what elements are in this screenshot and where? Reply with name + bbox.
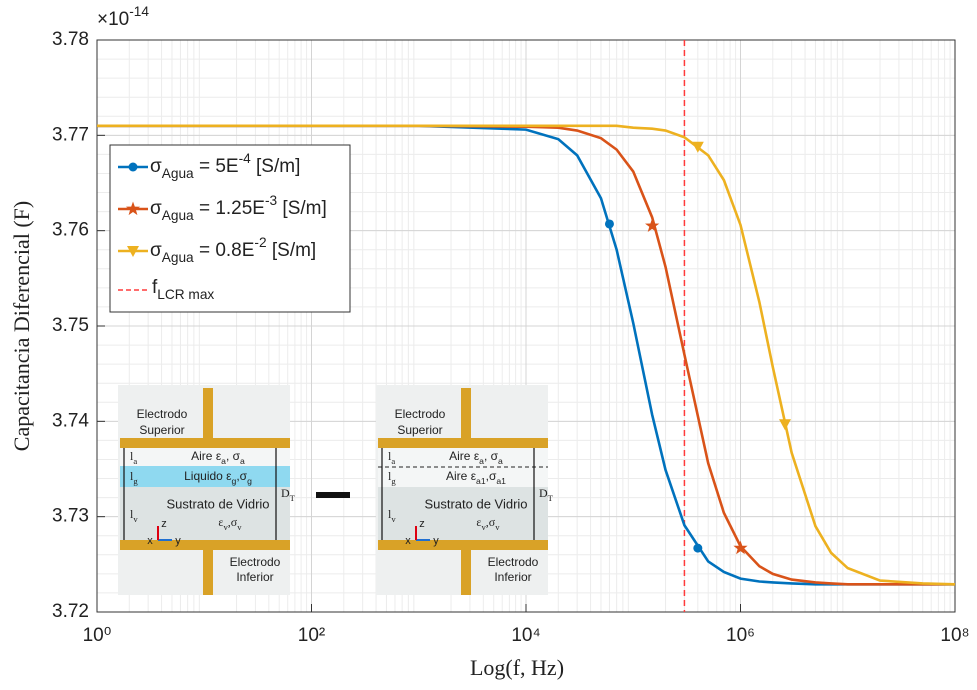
inset-label: Inferior: [236, 570, 273, 584]
marker: [691, 141, 704, 153]
substrate-layer: [120, 487, 290, 540]
legend: σAgua = 5E-4 [S/m]σAgua = 1.25E-3 [S/m]σ…: [109, 144, 351, 313]
inset-label: la: [388, 449, 395, 466]
y-axis-label: Capacitancia Diferencial (F): [9, 201, 34, 451]
x-tick-label: 10²: [298, 625, 325, 646]
axes-frame: [96, 39, 956, 613]
legend-box: [109, 144, 351, 313]
inset-label: Electrodo: [137, 407, 188, 421]
inset-label: y: [433, 535, 439, 547]
minus-sign: [316, 492, 350, 498]
inset-label: x: [405, 535, 411, 547]
marker: [645, 218, 660, 232]
inset-label: Aire εa, σa: [449, 449, 503, 466]
x-tick-label: 10⁶: [726, 625, 755, 646]
electrode: [120, 438, 290, 448]
inset-label: Sustrato de Vidrio: [166, 496, 269, 511]
x-axis-label: Log(f, Hz): [470, 655, 564, 680]
electrode: [120, 540, 290, 550]
series-line: [97, 124, 956, 586]
y-tick-label: 3.78: [52, 29, 89, 50]
inset-label: y: [175, 535, 181, 547]
inset-diagram: Electrodo Superior Aire εa, σa Aire εa1,σa1…: [376, 385, 554, 595]
electrode: [378, 438, 548, 448]
y-tick-label: 3.73: [52, 506, 89, 527]
inset-label: Inferior: [494, 570, 531, 584]
x-tick-label: 10⁰: [83, 625, 112, 646]
liquid-layer: [120, 466, 290, 487]
x-tick-label: 10⁸: [940, 625, 969, 646]
inset-label: Sustrato de Vidrio: [424, 496, 527, 511]
marker: [127, 246, 139, 257]
air-layer: [378, 466, 548, 487]
inset-label: Electrodo: [488, 555, 539, 569]
inset-label: la: [130, 449, 137, 466]
inset-label: lv: [130, 507, 138, 524]
inset-label: lv: [388, 507, 396, 524]
inset-label: lg: [130, 469, 138, 486]
inset-label: Electrodo: [230, 555, 281, 569]
inset-label: z: [419, 518, 425, 530]
marker: [125, 201, 141, 216]
inset-label: Superior: [397, 423, 442, 437]
y-tick-label: 3.77: [52, 124, 89, 145]
inset-label: Superior: [139, 423, 184, 437]
substrate-layer: [378, 487, 548, 540]
electrode: [378, 540, 548, 550]
inset-label: lg: [388, 469, 396, 486]
marker: [128, 162, 138, 172]
inset-label: Electrodo: [395, 407, 446, 421]
inset-label: z: [161, 518, 167, 530]
marker: [604, 219, 614, 229]
y-tick-label: 3.75: [52, 315, 89, 336]
x-tick-label: 10⁴: [511, 625, 540, 646]
y-tick-label: 3.76: [52, 220, 89, 241]
inset-label: Aire εa1,σa1: [446, 469, 506, 486]
marker: [733, 540, 748, 555]
air-layer: [120, 448, 290, 466]
inset-label: Aire εa, σa: [191, 449, 245, 466]
inset-label: x: [147, 535, 153, 547]
marker: [693, 543, 703, 553]
y-tick-label: 3.74: [52, 410, 89, 431]
plot-area: [97, 40, 956, 612]
y-tick-label: 3.72: [52, 601, 89, 622]
marker: [779, 419, 792, 431]
air-layer: [378, 448, 548, 466]
